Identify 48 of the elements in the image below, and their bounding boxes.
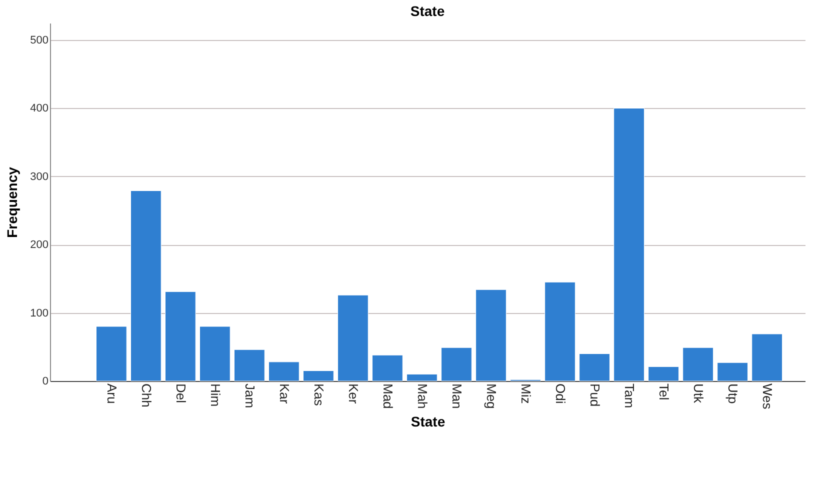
bar <box>96 326 127 382</box>
bar <box>648 366 679 382</box>
bar <box>717 362 748 382</box>
x-tick-label: Utp <box>726 384 741 404</box>
x-tick-label: Tel <box>656 384 672 400</box>
y-tick-label: 500 <box>30 34 48 47</box>
y-tick-label: 300 <box>30 170 48 183</box>
x-tick-label: Mah <box>414 384 430 409</box>
bar <box>579 353 610 382</box>
y-tick-label: 100 <box>30 307 48 320</box>
x-tick-label: Kar <box>276 384 292 404</box>
bar <box>752 334 782 382</box>
y-axis-title: Frequency <box>4 166 20 238</box>
x-tick-label: Man <box>449 384 464 409</box>
bar <box>338 294 368 382</box>
x-tick-label: Wes <box>760 384 776 410</box>
x-tick-label: Meg <box>484 384 499 409</box>
x-tick-label: Chh <box>138 384 154 408</box>
bar <box>303 370 334 382</box>
bar <box>130 190 162 382</box>
bar <box>406 374 438 382</box>
y-tick-label: 400 <box>30 102 48 115</box>
bar <box>682 347 714 382</box>
x-tick-label: Aru <box>104 384 120 404</box>
bar <box>441 347 472 382</box>
bar <box>165 291 196 382</box>
x-tick-label: Jam <box>242 384 258 408</box>
x-tick-label: Him <box>208 384 223 407</box>
x-axis-title: State <box>410 413 446 430</box>
y-tick-label: 0 <box>42 376 48 388</box>
bar <box>372 354 403 382</box>
y-tick-label: 200 <box>30 239 48 252</box>
x-tick-label: Odi <box>553 384 568 404</box>
bar <box>234 349 265 382</box>
bar <box>268 362 300 382</box>
x-tick-label: Mad <box>380 384 396 409</box>
x-tick-label: Utk <box>691 384 706 404</box>
x-tick-label: Kas <box>311 384 326 406</box>
bar <box>614 108 644 382</box>
x-tick-label: Del <box>173 384 188 404</box>
x-tick-label: Ker <box>346 384 361 404</box>
x-tick-label: Miz <box>518 384 534 404</box>
chart-title: State <box>410 3 445 19</box>
bar <box>200 326 230 382</box>
x-tick-label: Tam <box>622 384 638 408</box>
bar <box>476 289 506 382</box>
x-tick-label: Pud <box>588 384 603 407</box>
bar <box>544 282 576 382</box>
